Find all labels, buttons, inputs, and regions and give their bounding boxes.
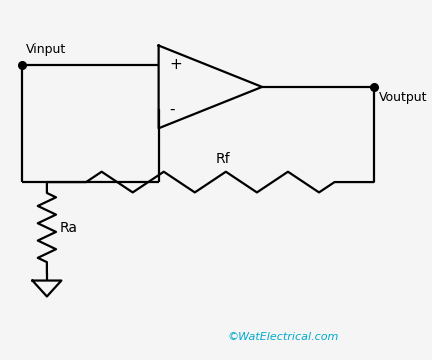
Text: ©WatElectrical.com: ©WatElectrical.com — [227, 332, 338, 342]
Text: Voutput: Voutput — [379, 91, 427, 104]
Text: Rf: Rf — [216, 152, 230, 166]
Text: Vinput: Vinput — [26, 43, 67, 56]
Text: Ra: Ra — [59, 221, 77, 235]
Text: -: - — [169, 102, 175, 117]
Text: +: + — [169, 57, 182, 72]
